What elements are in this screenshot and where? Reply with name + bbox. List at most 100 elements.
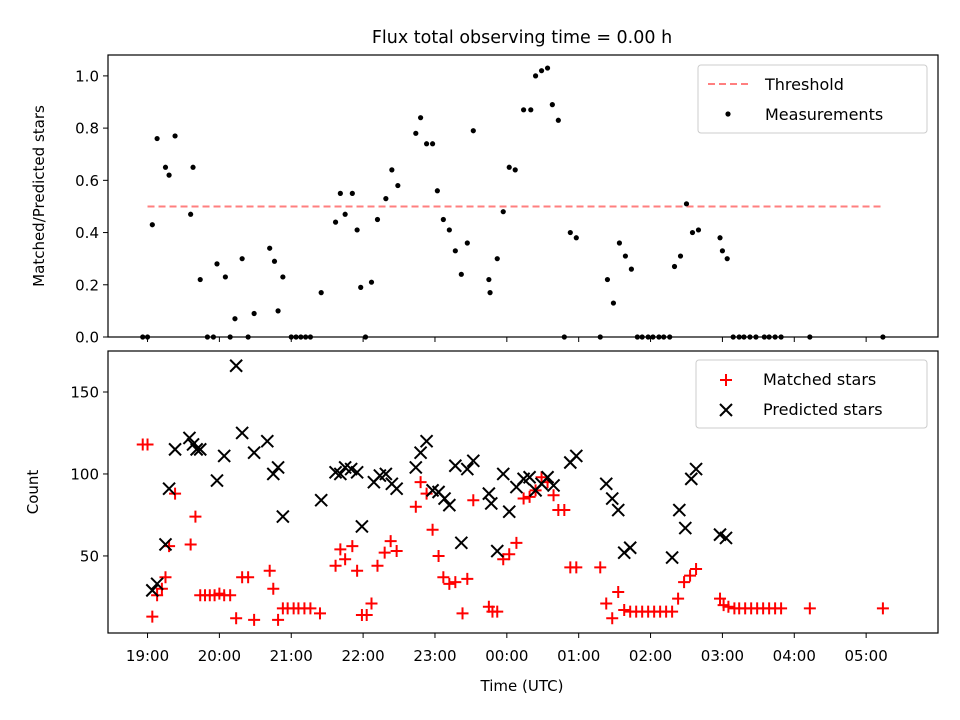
count-panel: 50 100 150 19:00 20:00 21:00 22:00 23:00 00:00 0… (24, 350, 939, 695)
count-x-tick-label: 00:00 (485, 647, 528, 665)
matched-star-point (304, 602, 317, 615)
count-x-tick-label: 19:00 (126, 647, 169, 665)
ratio-y-tick-label: 0.0 (75, 329, 99, 347)
predicted-star-point (150, 577, 164, 591)
measurement-point (417, 115, 424, 121)
predicted-star-point (442, 498, 457, 512)
measurement-point (318, 290, 324, 296)
measurement-point (724, 256, 730, 262)
predicted-star-point (276, 509, 290, 524)
matched-star-point (606, 612, 619, 625)
measurement-point (506, 164, 512, 170)
predicted-star-point (193, 442, 207, 457)
predicted-star-point (145, 583, 160, 598)
predicted-star-point (448, 459, 463, 473)
measurement-point (162, 164, 169, 170)
measurement-point (695, 227, 702, 233)
matched-star-point (263, 564, 276, 577)
matched-star-point (517, 492, 530, 505)
measurement-point (172, 133, 178, 139)
matched-star-point (346, 540, 359, 553)
measurement-point (610, 300, 617, 306)
measurement-point (689, 229, 696, 236)
predicted-star-point (350, 465, 364, 480)
measurement-point (549, 102, 555, 108)
predicted-star-point (611, 503, 625, 517)
measurement-point (434, 188, 440, 194)
count-legend: Matched stars Predicted stars (695, 359, 928, 429)
matched-star-point (594, 561, 607, 574)
predicted-star-point (672, 503, 687, 517)
measurement-point (275, 308, 281, 314)
matched-star-point (242, 571, 255, 584)
ratio-x-ticks (147, 337, 867, 342)
predicted-star-point (182, 431, 197, 445)
matched-star-point (491, 605, 504, 618)
count-x-tick-label: 03:00 (701, 647, 744, 665)
count-y-ticks: 50 100 150 (70, 383, 108, 565)
measurement-point (332, 219, 339, 225)
matched-star-point (378, 546, 391, 559)
matched-star-point (570, 561, 583, 574)
matched-star-point (409, 500, 422, 513)
predicted-star-point (502, 504, 516, 519)
matched-star-point (678, 576, 691, 589)
count-legend-box (695, 359, 928, 429)
predicted-star-point (229, 359, 243, 373)
measurement-point (628, 266, 634, 272)
matched-star-point (672, 592, 685, 605)
matched-star-point (803, 602, 816, 615)
measurement-point (190, 164, 196, 170)
matched-star-point (272, 613, 285, 626)
predicted-star-point (540, 470, 555, 484)
measurement-point (717, 235, 723, 241)
predicted-star-point (379, 467, 393, 481)
predicted-star-point (460, 462, 475, 476)
count-y-axis-label: Count (24, 470, 42, 515)
matched-star-point (775, 602, 788, 615)
matched-star-point (558, 504, 571, 517)
matched-star-point (224, 589, 237, 602)
predicted-legend-swatch (719, 403, 733, 417)
matched-star-point (371, 559, 384, 572)
predicted-star-point (466, 454, 481, 468)
count-x-tick-label: 01:00 (557, 647, 600, 665)
measurement-point (222, 274, 228, 280)
measurement-point (683, 201, 690, 207)
measurement-point (413, 130, 419, 136)
measurement-point (271, 258, 278, 264)
measurement-point (677, 253, 684, 259)
matched-star-point (467, 494, 480, 507)
predicted-star-point (599, 477, 613, 491)
matched-star-point (876, 602, 889, 615)
matched-star-point (437, 571, 450, 584)
measurements-legend-label: Measurements (765, 105, 883, 124)
matched-star-point (443, 577, 456, 590)
predicted-star-point (419, 434, 434, 448)
measurement-point (251, 310, 257, 317)
measurement-point (470, 128, 476, 134)
predicted-star-point (235, 426, 249, 440)
matched-star-point (547, 489, 560, 502)
predicted-star-point (247, 445, 261, 460)
predicted-star-point (389, 482, 404, 496)
predicted-star-point (490, 544, 504, 558)
measurement-point (166, 172, 172, 178)
ratio-panel: 0.0 0.2 0.4 0.6 0.8 1.0 Matched/Predicted sta… (30, 54, 939, 347)
count-x-tick-label: 02:00 (629, 647, 672, 665)
matched-star-point (426, 523, 439, 536)
predicted-star-point (522, 470, 537, 484)
matched-star-point (141, 438, 154, 451)
predicted-star-point (168, 442, 182, 457)
matched-star-point (612, 586, 625, 599)
predicted-star-point (496, 467, 510, 481)
predicted-star-point (678, 521, 692, 535)
predicted-star-point (413, 445, 428, 460)
count-y-tick-label: 150 (70, 383, 99, 401)
count-x-tick-label: 20:00 (198, 647, 241, 665)
ratio-y-tick-label: 0.4 (75, 224, 99, 242)
measurement-point (452, 248, 458, 254)
predicted-star-point (162, 482, 176, 496)
matched-star-point (456, 607, 469, 620)
